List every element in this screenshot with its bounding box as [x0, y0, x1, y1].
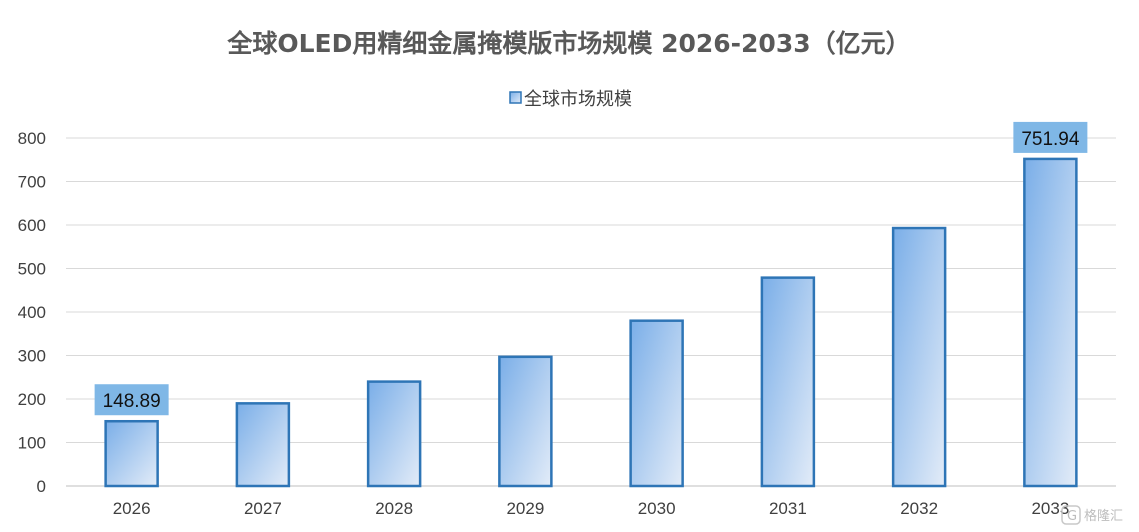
bar [891, 226, 947, 488]
watermark: G 格隆汇 [1061, 505, 1123, 525]
bar [629, 319, 684, 488]
chart-title: 全球OLED用精细金属掩模版市场规模 2026-2033（亿元） [226, 29, 910, 58]
legend: 全球市场规模 [509, 89, 632, 110]
x-tick-label: 2029 [506, 499, 544, 518]
data-label: 751.94 [1021, 129, 1080, 150]
data-label-bg [1013, 121, 1088, 153]
x-tick-label: 2028 [375, 499, 413, 518]
watermark-logo-glyph: G [1067, 509, 1077, 524]
x-axis-ticks: 2026 2027 2028 2029 2030 2031 2032 2033 [113, 499, 1070, 518]
gridlines [66, 137, 1116, 487]
legend-label: 全球市场规模 [524, 89, 632, 110]
bar [760, 276, 816, 488]
x-tick-label: 2030 [638, 499, 676, 518]
bar [104, 419, 159, 488]
y-tick-label: 600 [18, 216, 46, 235]
x-tick-label: 2033 [1031, 499, 1069, 518]
watermark-text: 格隆汇 [1084, 508, 1123, 524]
x-tick-label: 2026 [113, 499, 151, 518]
data-labels: 148.89 751.94 [94, 121, 1088, 416]
bar [1023, 157, 1078, 488]
bar [498, 355, 553, 488]
y-tick-label: 100 [18, 434, 46, 453]
legend-swatch [509, 91, 522, 104]
data-label-bg [94, 384, 169, 416]
y-tick-label: 500 [18, 260, 46, 279]
x-tick-label: 2031 [769, 499, 807, 518]
y-tick-label: 0 [37, 477, 46, 496]
data-label: 148.89 [103, 391, 161, 412]
y-tick-label: 400 [18, 303, 46, 322]
y-tick-label: 300 [18, 347, 46, 366]
bars [104, 157, 1078, 488]
x-tick-label: 2032 [900, 499, 938, 518]
y-tick-label: 800 [18, 129, 46, 148]
bar [366, 380, 422, 488]
x-tick-label: 2027 [244, 499, 282, 518]
gelonghui-logo-icon [1061, 505, 1081, 525]
y-tick-label: 700 [18, 173, 46, 192]
y-tick-label: 200 [18, 390, 46, 409]
y-axis-ticks: 0 100 200 300 400 500 600 700 800 [18, 129, 46, 496]
bar [235, 402, 291, 488]
